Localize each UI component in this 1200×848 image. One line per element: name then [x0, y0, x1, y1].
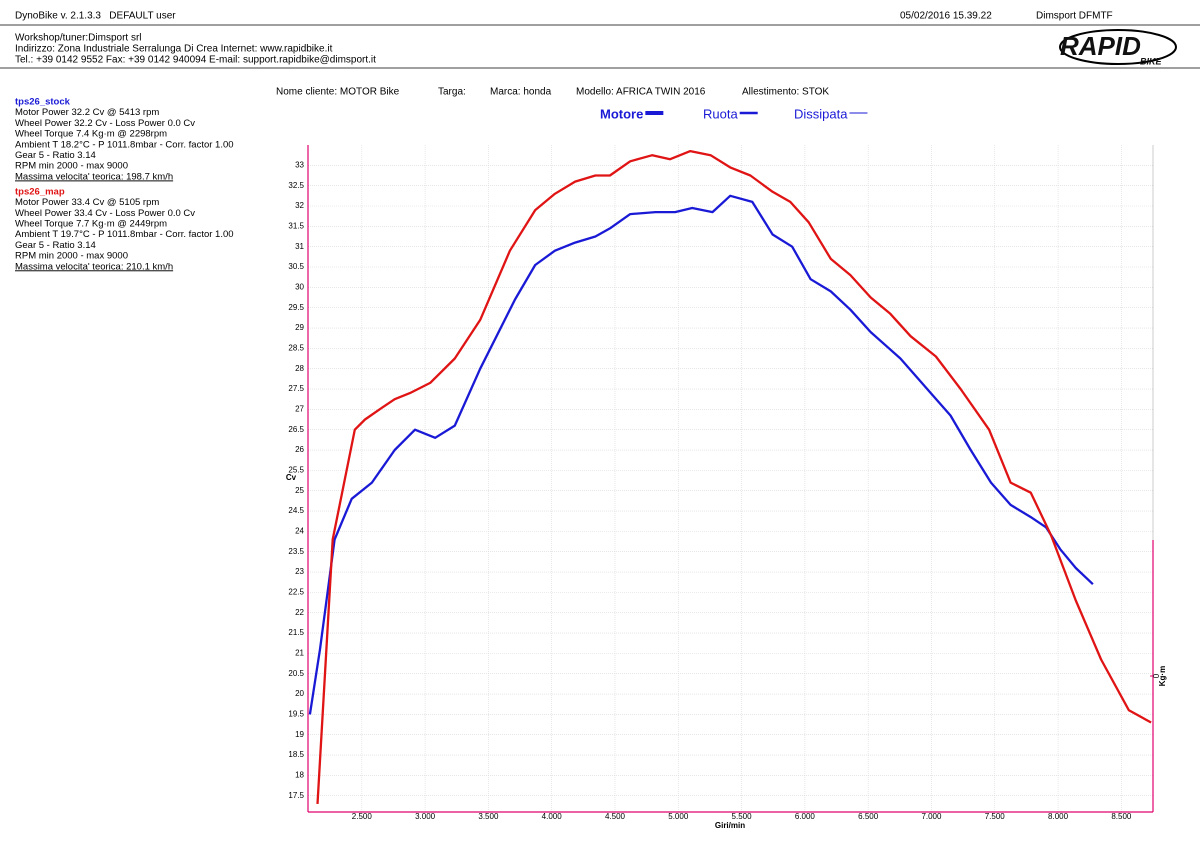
y-tick-label: 24 [295, 526, 304, 535]
y-tick-label: 25.5 [288, 465, 304, 474]
legend-label: Dissipata [794, 106, 848, 121]
y-tick-label: 26.5 [288, 425, 304, 434]
chart: 17.5 18 18.5 19 19.5 20 20.5 21 21.5 22 22.5 23 23.5… [286, 106, 1167, 830]
y-tick-label: 27 [295, 404, 304, 413]
x-tick-label: 8.000 [1048, 812, 1069, 821]
series-info-line: Wheel Power 33.4 Cv - Loss Power 0.0 Cv [15, 208, 195, 219]
y-tick-label: 23.5 [288, 547, 304, 556]
workshop-line: Indirizzo: Zona Industriale Serralunga D… [15, 44, 333, 55]
x-tick-label: 6.500 [858, 812, 879, 821]
logo-sub: BIKE [1140, 56, 1162, 66]
trim: Allestimento: STOK [742, 87, 829, 98]
series-info-line: Ambient T 18.2°C - P 1011.8mbar - Corr. … [15, 139, 234, 150]
y-tick-label: 28 [295, 364, 304, 373]
curves [308, 149, 1152, 804]
x-tick-label: 5.000 [668, 812, 689, 821]
y-tick-label: 30 [295, 282, 304, 291]
y-tick-label: 21 [295, 648, 304, 657]
curve [316, 149, 1152, 804]
x-tick-label: 7.500 [985, 812, 1006, 821]
x-tick-label: 8.500 [1111, 812, 1132, 821]
top-speed: Massima velocita' teorica: 198.7 km/h [15, 171, 173, 182]
y-tick-label: 17.5 [288, 791, 304, 800]
y-tick-label: 18 [295, 771, 304, 780]
series-info-line: RPM min 2000 - max 9000 [15, 161, 128, 172]
x-tick-label: 4.000 [542, 812, 563, 821]
x-tick-label: 2.500 [352, 812, 373, 821]
y-tick-label: 29.5 [288, 303, 304, 312]
y-tick-label: 25 [295, 486, 304, 495]
legend-label: Motore [600, 106, 643, 121]
y-tick-label: 19.5 [288, 709, 304, 718]
logo-main: RAPID [1060, 31, 1141, 61]
y-tick-label: 18.5 [288, 750, 304, 759]
workshop-line: Tel.: +39 0142 9552 Fax: +39 0142 940094… [15, 55, 376, 66]
y-tick-label: 31 [295, 242, 304, 251]
brand: Marca: honda [490, 87, 552, 98]
datetime: 05/02/2016 15.39.22 [900, 11, 992, 22]
series-info-line: Ambient T 19.7°C - P 1011.8mbar - Corr. … [15, 229, 234, 240]
workshop-line: Workshop/tuner:Dimsport srl [15, 33, 142, 44]
y-tick-label: 30.5 [288, 262, 304, 271]
y-tick-label: 19 [295, 730, 304, 739]
legend-label: Ruota [703, 106, 738, 121]
x-axis-label: Giri/min [715, 821, 745, 830]
x-tick-label: 4.500 [605, 812, 626, 821]
series-info-line: Wheel Power 32.2 Cv - Loss Power 0.0 Cv [15, 118, 195, 129]
y-tick-label: 32.5 [288, 181, 304, 190]
top-speed: Massima velocita' teorica: 210.1 km/h [15, 261, 173, 272]
y-tick-label: 22 [295, 608, 304, 617]
y-tick-label: 20.5 [288, 669, 304, 678]
series-name: tps26_map [15, 186, 65, 197]
customer-name: Nome cliente: MOTOR Bike [276, 87, 400, 98]
y-axis-label: Cv [286, 473, 297, 482]
y-tick-label: 23 [295, 567, 304, 576]
model: Modello: AFRICA TWIN 2016 [576, 87, 706, 98]
series-info-line: RPM min 2000 - max 9000 [15, 251, 128, 262]
y-tick-label: 32 [295, 201, 304, 210]
x-tick-label: 5.500 [732, 812, 753, 821]
series-info-line: Gear 5 - Ratio 3.14 [15, 240, 96, 251]
x-tick-label: 7.000 [921, 812, 942, 821]
series-info-line: Gear 5 - Ratio 3.14 [15, 150, 96, 161]
x-tick-label: 6.000 [795, 812, 816, 821]
y-tick-label: 21.5 [288, 628, 304, 637]
logo-swoosh [1059, 29, 1177, 65]
app-info: DynoBike v. 2.1.3.3 DEFAULT user [15, 11, 176, 22]
y-tick-label: 22.5 [288, 587, 304, 596]
y2-axis-label: Kg·m [1158, 666, 1167, 686]
series-info-line: Wheel Torque 7.7 Kg·m @ 2449rpm [15, 219, 167, 230]
plate: Targa: [438, 87, 466, 98]
x-tick-label: 3.500 [478, 812, 499, 821]
y-tick-label: 29 [295, 323, 304, 332]
series-info-line: Wheel Torque 7.4 Kg·m @ 2298rpm [15, 129, 167, 140]
series-info-line: Motor Power 33.4 Cv @ 5105 rpm [15, 197, 159, 208]
y-tick-label: 33 [295, 160, 304, 169]
y-tick-label: 20 [295, 689, 304, 698]
device: Dimsport DFMTF [1036, 11, 1113, 22]
series-info-line: Motor Power 32.2 Cv @ 5413 rpm [15, 107, 159, 118]
x-tick-label: 3.000 [415, 812, 436, 821]
y-tick-label: 27.5 [288, 384, 304, 393]
y-tick-label: 28.5 [288, 343, 304, 352]
curve [308, 194, 1094, 715]
y2-tick-label: 0 [1152, 673, 1161, 678]
series-name: tps26_stock [15, 97, 71, 108]
logo: RAPID BIKE [1059, 29, 1177, 66]
y-tick-label: 26 [295, 445, 304, 454]
y-tick-label: 24.5 [288, 506, 304, 515]
y-tick-label: 31.5 [288, 221, 304, 230]
